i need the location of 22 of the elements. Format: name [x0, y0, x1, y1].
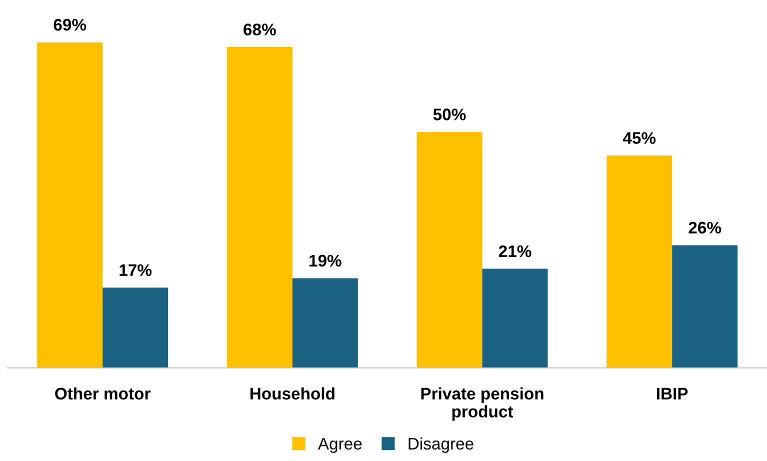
data-label: 45% [622, 132, 656, 144]
data-label: 19% [310, 254, 342, 267]
bar [292, 278, 358, 368]
data-label: 26% [688, 222, 722, 234]
legend-label: Disagree [408, 437, 474, 453]
bar [416, 132, 482, 368]
bar [37, 42, 103, 368]
bar [672, 245, 738, 368]
data-label: 50% [433, 108, 466, 120]
data-label: 17% [120, 264, 152, 276]
bar [102, 288, 168, 368]
bar [606, 156, 672, 368]
data-label: 69% [54, 18, 86, 31]
data-label: 21% [498, 245, 532, 258]
data-label: 68% [244, 24, 276, 36]
x-tick-label: Other motor [55, 387, 150, 400]
x-tick-label: Household [250, 387, 334, 400]
bar [482, 268, 548, 368]
bar [226, 47, 292, 368]
x-tick-label: Private pension product [421, 387, 544, 421]
legend-label: Agree [318, 438, 362, 453]
x-tick-label: IBIP [656, 388, 688, 400]
